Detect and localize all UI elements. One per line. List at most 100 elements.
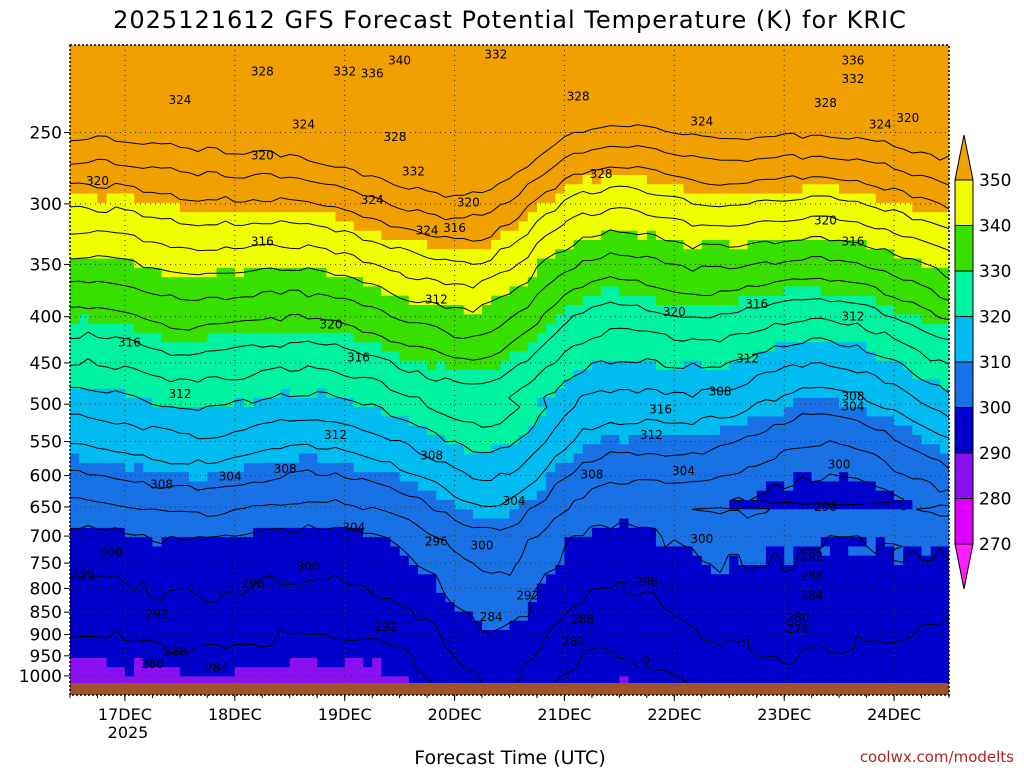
field-cell: [637, 620, 648, 631]
field-cell: [198, 639, 208, 650]
field-cell: [134, 267, 144, 278]
field-cell: [701, 249, 712, 260]
field-cell: [710, 119, 721, 130]
field-cell: [656, 295, 666, 306]
field-cell: [427, 527, 437, 538]
field-cell: [170, 128, 181, 139]
field-cell: [555, 518, 566, 529]
field-cell: [564, 63, 575, 74]
field-cell: [591, 175, 602, 185]
field-cell: [189, 165, 199, 176]
field-cell: [97, 565, 108, 575]
field-cell: [436, 602, 447, 613]
field-cell: [88, 314, 99, 325]
field-cell: [253, 119, 263, 130]
field-cell: [353, 453, 364, 464]
field-cell: [436, 630, 447, 640]
field-cell: [674, 527, 685, 538]
field-cell: [298, 527, 309, 538]
field-cell: [436, 397, 447, 408]
field-cell: [289, 147, 300, 158]
field-cell: [262, 583, 273, 594]
field-cell: [509, 416, 520, 427]
field-cell: [207, 193, 218, 204]
field-cell: [399, 165, 410, 176]
field-cell: [189, 388, 199, 399]
field-cell: [88, 537, 99, 548]
field-cell: [646, 667, 657, 678]
field-cell: [353, 490, 364, 501]
field-cell: [353, 583, 364, 594]
field-cell: [234, 602, 245, 613]
field-cell: [482, 175, 492, 185]
field-cell: [436, 63, 447, 74]
field-cell: [289, 518, 300, 529]
field-cell: [344, 323, 355, 334]
field-cell: [701, 72, 712, 83]
field-cell: [225, 156, 236, 167]
field-cell: [582, 100, 593, 111]
field-cell: [637, 472, 648, 483]
field-cell: [564, 342, 575, 353]
field-cell: [427, 620, 437, 631]
field-cell: [637, 165, 648, 176]
field-cell: [234, 453, 245, 464]
field-cell: [482, 555, 492, 566]
field-cell: [518, 249, 529, 260]
field-cell: [454, 407, 465, 418]
field-cell: [665, 648, 675, 659]
field-cell: [665, 175, 675, 185]
field-cell: [454, 230, 465, 241]
field-cell: [198, 630, 208, 640]
field-cell: [637, 54, 648, 65]
field-cell: [207, 119, 218, 130]
field-cell: [637, 565, 648, 575]
field-cell: [482, 639, 492, 650]
field-cell: [289, 555, 300, 566]
field-cell: [500, 565, 511, 575]
field-cell: [619, 620, 630, 631]
field-cell: [216, 295, 227, 306]
field-cell: [170, 119, 181, 130]
field-cell: [436, 462, 447, 473]
field-cell: [527, 193, 538, 204]
field-cell: [472, 351, 483, 362]
field-cell: [115, 63, 126, 74]
field-cell: [115, 379, 126, 390]
field-cell: [381, 527, 392, 538]
field-cell: [335, 72, 346, 83]
field-cell: [399, 481, 410, 492]
field-cell: [124, 444, 135, 455]
field-cell: [610, 527, 620, 538]
field-cell: [482, 490, 492, 501]
field-cell: [720, 193, 730, 204]
field-cell: [124, 202, 135, 213]
field-cell: [472, 565, 483, 575]
field-cell: [207, 286, 218, 297]
field-cell: [463, 249, 474, 260]
field-cell: [216, 611, 227, 622]
field-cell: [665, 462, 675, 473]
field-cell: [701, 351, 712, 362]
field-cell: [317, 453, 327, 464]
field-cell: [289, 490, 300, 501]
field-cell: [344, 175, 355, 185]
field-cell: [445, 574, 456, 585]
field-cell: [454, 648, 465, 659]
field-cell: [454, 193, 465, 204]
field-cell: [656, 537, 666, 548]
field-cell: [417, 110, 428, 120]
field-cell: [243, 342, 254, 353]
field-cell: [161, 286, 172, 297]
field-cell: [628, 323, 639, 334]
field-cell: [70, 592, 80, 603]
field-cell: [564, 583, 575, 594]
field-cell: [601, 388, 611, 399]
field-cell: [335, 360, 346, 371]
field-cell: [408, 416, 419, 427]
field-cell: [427, 611, 437, 622]
field-cell: [225, 407, 236, 418]
field-cell: [509, 500, 520, 510]
field-cell: [97, 342, 108, 353]
field-cell: [390, 332, 401, 343]
